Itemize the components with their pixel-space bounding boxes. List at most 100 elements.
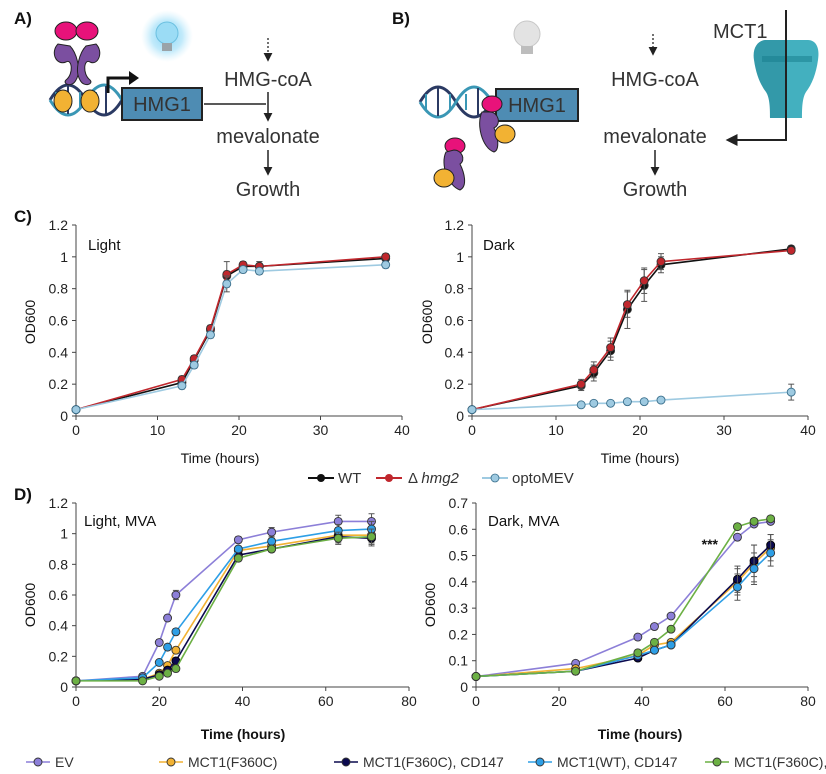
- y-tick-label: 0.6: [49, 587, 69, 603]
- data-point: [650, 645, 659, 655]
- chart-title: Dark: [483, 237, 515, 254]
- data-point: [163, 668, 173, 678]
- chart-light: Light 0 10 20 30 40 0 0.2 0.4 0.6 0.8 1 1.2 Time (h…: [22, 217, 410, 466]
- mevalonate-import-arrow: [725, 10, 787, 146]
- legend-marker: [712, 757, 722, 767]
- hmg1-gene-label: HMG1: [133, 94, 191, 116]
- hmg-coa-label: HMG-coA: [611, 69, 699, 91]
- data-point: [733, 522, 742, 532]
- data-point: [733, 582, 742, 592]
- x-tick-label: 40: [394, 422, 410, 438]
- data-point: [749, 564, 759, 574]
- legend-item: MCT1(F360C), CD147: [334, 754, 504, 770]
- data-point: [267, 536, 277, 546]
- data-point: [633, 648, 643, 658]
- hmg1-gene-box: [121, 87, 203, 121]
- data-point: [650, 622, 659, 631]
- legend-c: WT Δ hmg2 optoMEV: [308, 470, 574, 487]
- data-point: [267, 527, 277, 537]
- panel-label-d: D): [14, 485, 32, 504]
- data-point: [171, 590, 181, 600]
- series-wt: [71, 253, 391, 415]
- legend-marker: [166, 757, 176, 767]
- mevalonate-label: mevalonate: [216, 126, 319, 148]
- y-axis-title: OD600: [419, 300, 435, 345]
- diagram-b: HMG1 HMG-coA mevalonate Growth MCT1: [418, 10, 819, 201]
- y-tick-label: 1.2: [49, 495, 69, 511]
- mevalonate-label: mevalonate: [603, 126, 706, 148]
- x-tick-label: 20: [151, 693, 167, 709]
- data-point: [656, 395, 666, 405]
- y-tick-label: 1: [456, 249, 464, 265]
- data-point: [171, 664, 181, 674]
- y-axis-title: OD600: [22, 583, 38, 628]
- data-point: [381, 252, 391, 262]
- x-tick-label: 20: [551, 693, 567, 709]
- y-tick-label: 0.6: [449, 521, 469, 537]
- series-line: [76, 535, 372, 682]
- dissociated-factor-icon: [433, 95, 516, 191]
- data-point: [639, 397, 649, 407]
- legend-item-optomev: optoMEV: [482, 470, 574, 487]
- series-optomev: [71, 260, 391, 415]
- significance-annotation: ***: [702, 536, 719, 552]
- data-point: [163, 613, 173, 623]
- chart-dark: Dark 0 10 20 30 40 0 0.2 0.4 0.6 0.8 1 1.2 Time (ho…: [419, 217, 816, 466]
- y-tick-label: 0: [60, 679, 68, 695]
- series-optomev: [467, 383, 796, 415]
- y-tick-label: 0.2: [445, 376, 465, 392]
- transcription-factor-icon: [53, 21, 101, 113]
- y-tick-label: 0.4: [49, 618, 69, 634]
- data-point: [233, 544, 243, 554]
- x-tick-label: 60: [717, 693, 733, 709]
- legend-item: EV: [26, 754, 74, 770]
- data-point: [171, 645, 181, 655]
- transcription-arrow-icon: [106, 71, 139, 93]
- data-point: [471, 672, 481, 681]
- data-point: [333, 533, 343, 543]
- data-point: [71, 676, 81, 686]
- series-line: [75, 534, 372, 682]
- legend-label: MCT1(F360C): [188, 754, 277, 770]
- y-tick-label: 0: [60, 408, 68, 424]
- series-line: [471, 248, 792, 411]
- legend-label: MCT1(F360C), CD147-2: [734, 754, 826, 770]
- data-point: [381, 260, 391, 270]
- data-point: [622, 397, 632, 407]
- series-hmg2: [467, 246, 796, 415]
- y-tick-label: 1: [60, 526, 68, 542]
- y-tick-label: 0.4: [449, 574, 469, 590]
- y-tick-label: 0.2: [49, 648, 69, 664]
- series-line: [75, 520, 372, 682]
- y-tick-label: 0.6: [49, 313, 69, 329]
- data-point: [163, 642, 173, 652]
- x-tick-label: 10: [548, 422, 564, 438]
- data-point: [189, 360, 199, 370]
- data-point: [766, 548, 776, 558]
- data-point: [786, 387, 796, 397]
- legend-marker: [341, 757, 351, 767]
- data-point: [71, 405, 81, 415]
- data-point: [576, 400, 586, 410]
- panel-label-b: B): [392, 9, 410, 28]
- panel-label-c: C): [14, 207, 32, 226]
- x-axis-title: Time (hours): [201, 726, 286, 742]
- legend-item: MCT1(F360C): [159, 754, 277, 770]
- light-bulb-off-icon: [513, 20, 541, 54]
- y-axis-title: OD600: [22, 300, 38, 345]
- data-point: [154, 638, 164, 647]
- x-tick-label: 40: [634, 693, 650, 709]
- growth-label: Growth: [236, 179, 300, 201]
- series-line: [75, 535, 372, 682]
- series-wt: [467, 244, 796, 415]
- data-point: [206, 330, 215, 340]
- mct1-label: MCT1: [713, 21, 767, 43]
- legend-label-hmg2: Δ hmg2: [408, 470, 460, 487]
- data-point: [666, 640, 676, 650]
- series-line: [75, 263, 386, 411]
- chart-title: Light, MVA: [84, 513, 156, 530]
- data-point: [589, 365, 599, 375]
- data-point: [589, 398, 599, 408]
- data-point: [222, 279, 232, 289]
